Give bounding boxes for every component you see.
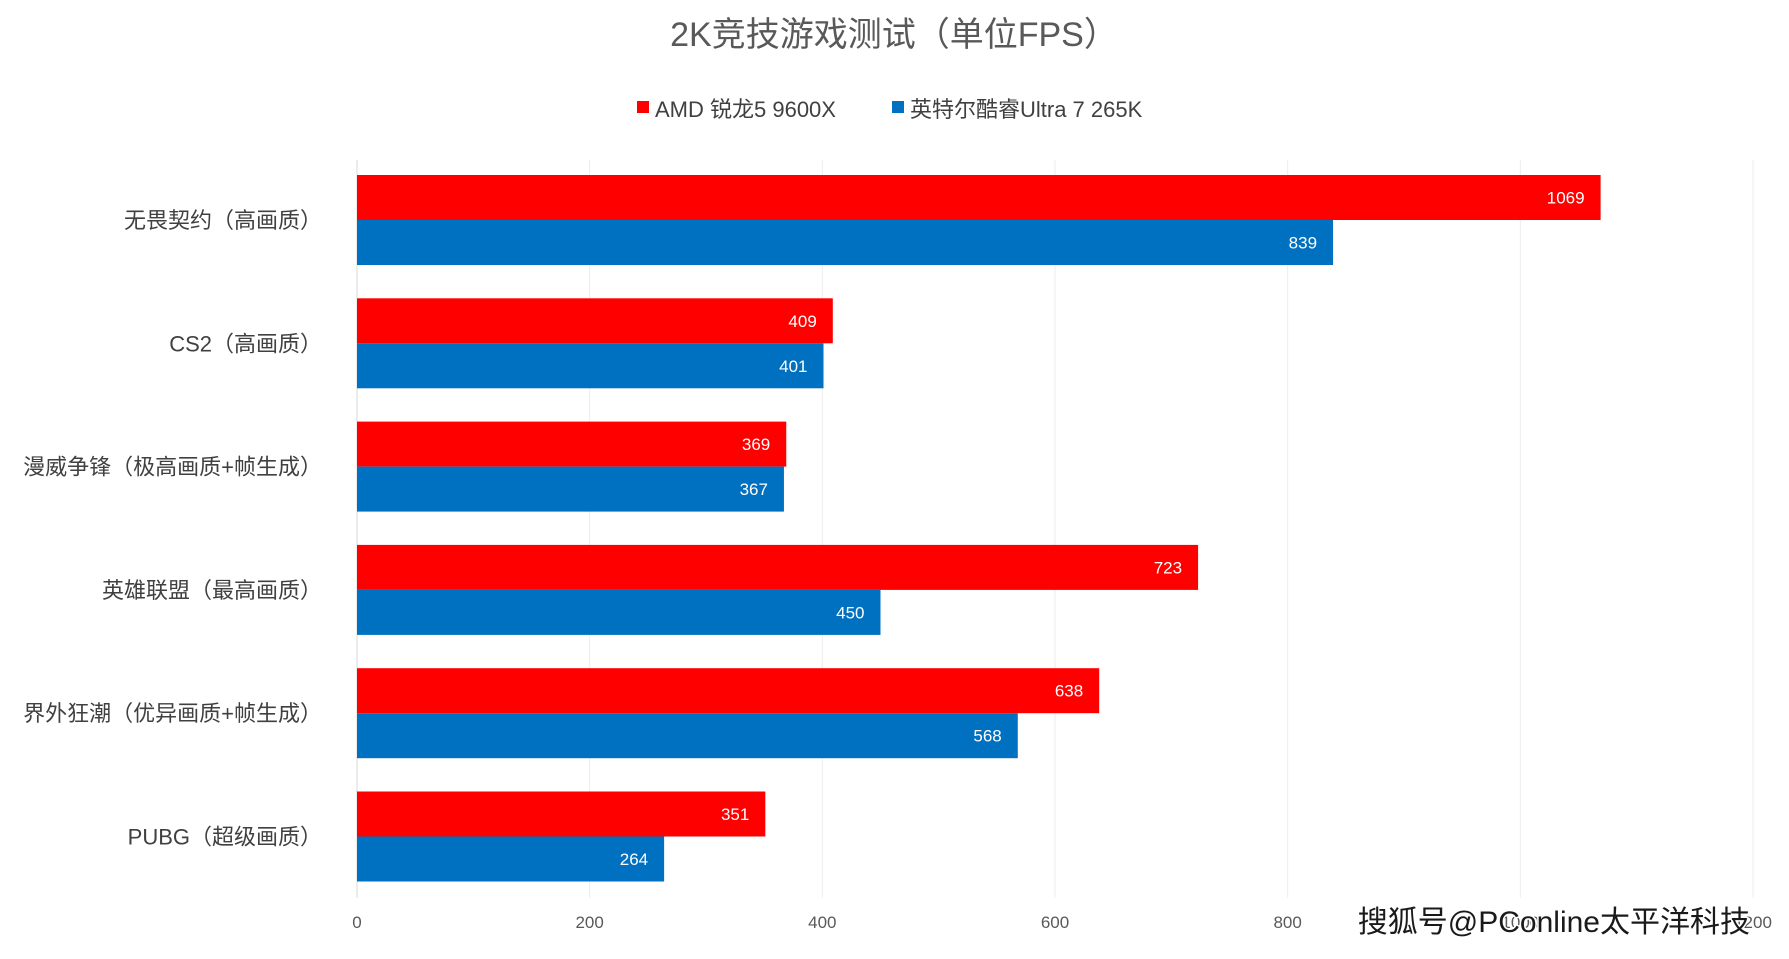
bar-amd-1	[357, 298, 833, 344]
x-tick-label: 800	[1273, 913, 1301, 932]
data-label: 351	[721, 805, 749, 824]
x-tick-label: 1200	[1734, 913, 1772, 932]
legend-swatch-intel	[892, 101, 904, 113]
data-label: 839	[1289, 234, 1317, 253]
x-tick-label: 200	[575, 913, 603, 932]
data-label: 450	[836, 603, 864, 622]
data-label: 367	[740, 480, 768, 499]
bar-intel-4	[357, 713, 1018, 759]
category-label: 漫威争锋（极高画质+帧生成）	[23, 455, 322, 480]
data-label: 723	[1154, 558, 1182, 577]
bar-intel-2	[357, 466, 784, 512]
chart-title: 2K竞技游戏测试（单位FPS）	[670, 16, 1118, 54]
data-labels: 1069 839 409 401 369 367 723 450 638 568 351 264	[620, 189, 1585, 870]
category-labels: 无畏契约（高画质） CS2（高画质） 漫威争锋（极高画质+帧生成） 英雄联盟（最高画质…	[23, 208, 322, 850]
bar-amd-3	[357, 544, 1199, 590]
watermark: 搜狐号@PConline太平洋科技	[1358, 906, 1750, 939]
x-tick-labels: 0 200 400 600 800 1000 1200	[352, 913, 1772, 932]
data-label: 1069	[1547, 189, 1585, 208]
x-tick-label: 0	[352, 913, 361, 932]
category-label: 界外狂潮（优异画质+帧生成）	[23, 701, 322, 726]
bar-intel-3	[357, 589, 881, 635]
bar-amd-4	[357, 668, 1100, 714]
x-tick-label: 1000	[1501, 913, 1539, 932]
x-tick-label: 600	[1041, 913, 1069, 932]
data-label: 401	[779, 357, 807, 376]
data-label: 638	[1055, 682, 1083, 701]
bar-intel-1	[357, 343, 824, 389]
bar-intel-5	[357, 836, 665, 882]
x-tick-label: 400	[808, 913, 836, 932]
category-label: 英雄联盟（最高画质）	[102, 578, 322, 603]
gridlines	[356, 160, 1754, 898]
category-label: 无畏契约（高画质）	[124, 208, 322, 233]
bar-amd-0	[357, 175, 1601, 220]
bars	[357, 175, 1601, 882]
legend-swatch-amd	[637, 101, 649, 113]
legend-label-amd: AMD 锐龙5 9600X	[655, 97, 836, 122]
category-label: CS2（高画质）	[169, 331, 322, 356]
legend: AMD 锐龙5 9600X 英特尔酷睿Ultra 7 265K	[637, 97, 1143, 122]
bar-intel-0	[357, 220, 1334, 265]
bar-amd-2	[357, 421, 787, 467]
legend-label-intel: 英特尔酷睿Ultra 7 265K	[910, 97, 1143, 122]
data-label: 369	[742, 435, 770, 454]
category-label: PUBG（超级画质）	[128, 825, 322, 850]
data-label: 409	[788, 312, 816, 331]
data-label: 568	[973, 727, 1001, 746]
data-label: 264	[620, 850, 648, 869]
bar-amd-5	[357, 791, 766, 837]
